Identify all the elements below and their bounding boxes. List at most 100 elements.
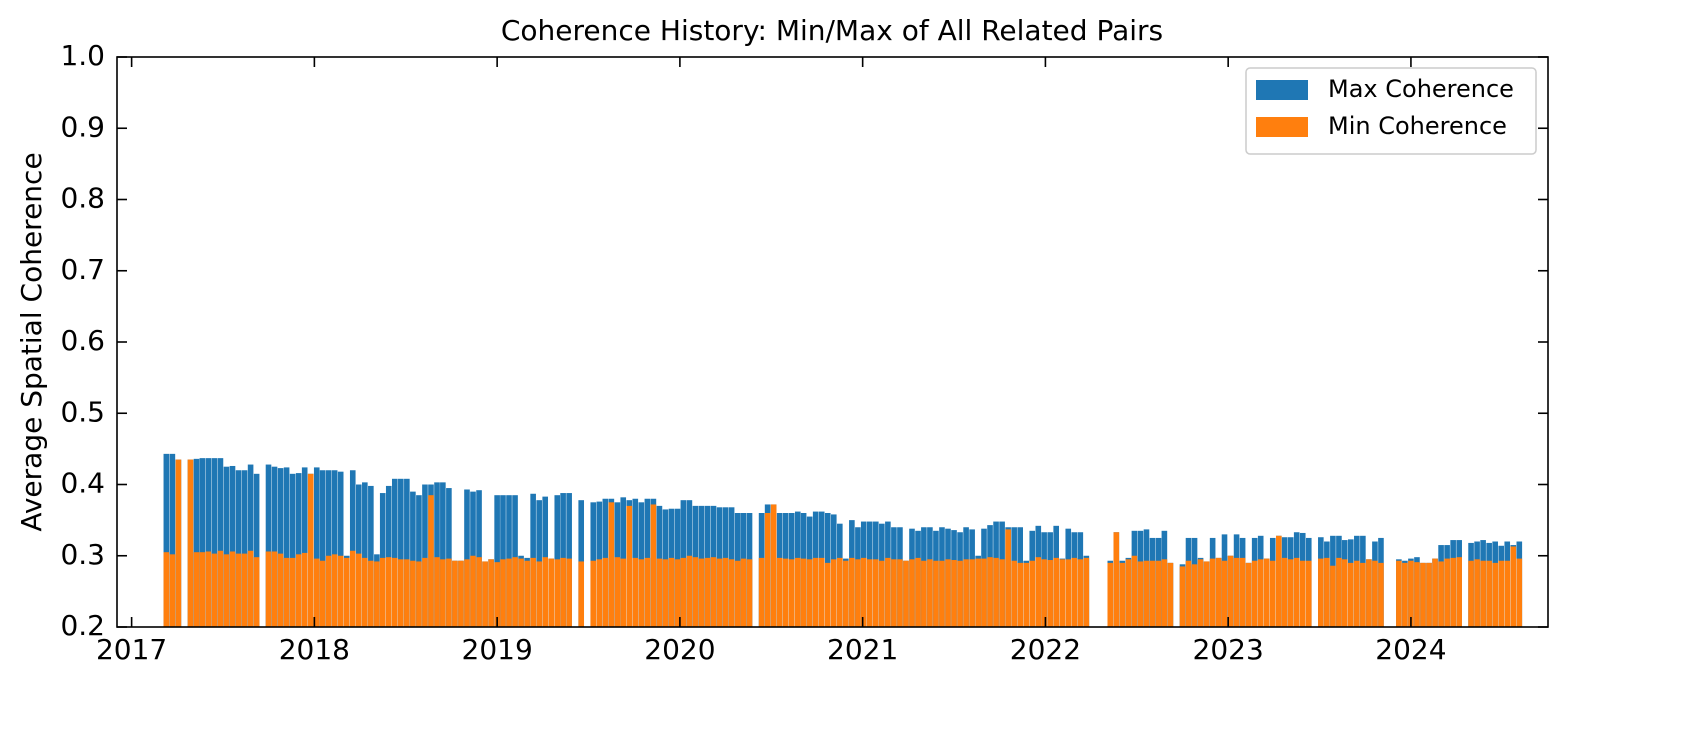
bar (1492, 562, 1498, 627)
bar (1035, 557, 1042, 627)
bar (482, 561, 488, 627)
bar (1005, 529, 1011, 627)
bar (1077, 559, 1084, 627)
bar (295, 473, 302, 627)
bar (187, 459, 194, 627)
y-tick-label: 0.2 (60, 609, 105, 642)
bar (313, 467, 320, 627)
bar (1017, 562, 1023, 627)
bar (404, 478, 410, 627)
bar (331, 470, 338, 627)
bar (1143, 560, 1150, 627)
bar (301, 467, 308, 627)
bar (1161, 559, 1168, 627)
bar (253, 557, 260, 627)
bar (1336, 557, 1342, 627)
bar (1468, 560, 1474, 627)
bar (860, 557, 867, 627)
bar (1348, 562, 1354, 627)
bar (1318, 558, 1324, 627)
bar (818, 557, 825, 627)
bar (1408, 560, 1414, 627)
bar (265, 551, 272, 627)
bar (1426, 562, 1432, 627)
bar (422, 557, 428, 627)
bar (674, 559, 681, 627)
bar (205, 458, 212, 627)
bar (1191, 564, 1198, 627)
legend-swatch (1256, 80, 1308, 100)
bar (229, 465, 236, 627)
bar (728, 559, 735, 627)
bar (1197, 559, 1204, 627)
bar (404, 559, 410, 627)
chart-title: Coherence History: Min/Max of All Relate… (501, 14, 1163, 47)
bar (975, 558, 981, 627)
bar (1324, 557, 1330, 627)
bar (554, 559, 561, 627)
x-tick-label: 2018 (279, 633, 350, 666)
bar (1227, 555, 1234, 627)
bar (1125, 559, 1132, 627)
bar (355, 553, 362, 627)
bar (349, 550, 356, 627)
bar (1516, 558, 1523, 627)
bar (319, 470, 326, 627)
bar (885, 557, 891, 627)
bar (1402, 562, 1408, 627)
bar (1137, 561, 1144, 627)
x-tick-label: 2019 (462, 633, 533, 666)
bar (440, 559, 446, 627)
bar (1233, 557, 1240, 627)
bar (307, 473, 314, 627)
bar (1083, 557, 1090, 627)
bar (379, 557, 386, 627)
bar (199, 552, 206, 627)
bar (1341, 559, 1348, 627)
bar (247, 464, 254, 627)
bar (223, 554, 230, 627)
bar (1287, 559, 1294, 627)
bar (794, 557, 801, 627)
bar (849, 557, 855, 627)
bar (391, 478, 398, 627)
bar (199, 458, 206, 627)
bar (536, 561, 542, 627)
bar (602, 557, 609, 627)
bar (1245, 562, 1252, 627)
bar (1480, 560, 1486, 627)
bar (325, 470, 332, 627)
bar (385, 557, 392, 627)
bar (337, 555, 344, 627)
y-tick-label: 0.6 (60, 324, 105, 357)
bar (1215, 557, 1222, 627)
bar (1432, 558, 1438, 627)
bar (1119, 562, 1126, 627)
bar (1504, 560, 1511, 627)
bar (434, 557, 440, 627)
bar (247, 550, 254, 627)
bar (1281, 557, 1288, 627)
bar (265, 464, 272, 627)
bar (277, 468, 284, 627)
bar (374, 561, 380, 627)
bar (1474, 559, 1480, 627)
legend-swatch (1256, 117, 1308, 137)
bar (1498, 560, 1505, 627)
bar (626, 505, 633, 627)
bar (915, 557, 921, 627)
y-axis-label: Average Spatial Coherence (15, 152, 48, 531)
bar (1257, 559, 1264, 627)
bar (494, 562, 500, 627)
bar (1065, 559, 1072, 627)
bar (506, 558, 512, 627)
bar (909, 559, 915, 627)
bar (211, 458, 218, 627)
bar (891, 559, 897, 627)
bar (1059, 559, 1066, 627)
bar (458, 560, 464, 627)
bar (391, 557, 398, 627)
bar (398, 478, 404, 627)
bar (368, 560, 374, 627)
bar (1113, 532, 1120, 627)
